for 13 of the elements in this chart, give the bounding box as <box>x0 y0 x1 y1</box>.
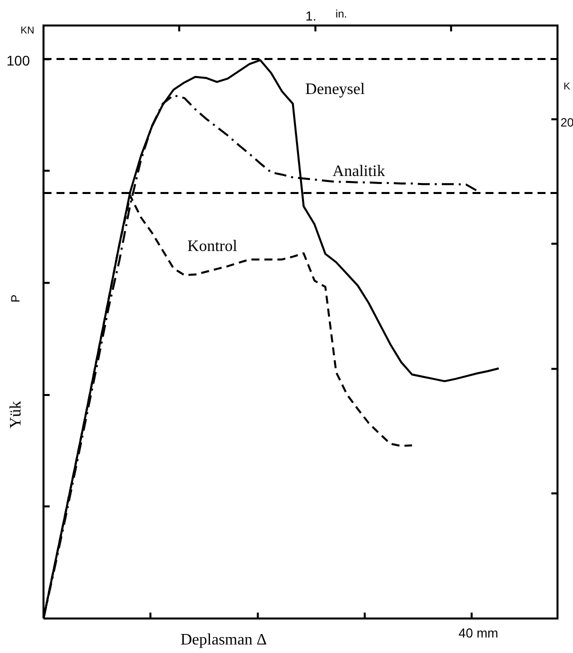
text: 1. <box>306 8 316 24</box>
x2-axis-title: in. <box>336 8 348 20</box>
text: 100 <box>6 52 30 68</box>
text: 40 mm <box>458 626 498 640</box>
y-axis-title: P <box>8 294 22 302</box>
x-axis-title: Deplasman Δ <box>180 632 267 648</box>
text: 20 <box>560 116 573 130</box>
text: KN <box>20 26 34 36</box>
series-label: Deneysel <box>305 81 366 98</box>
series-label: Analitik <box>332 162 385 180</box>
series-label: Kontrol <box>187 238 238 256</box>
text: Yük <box>8 400 24 428</box>
text: K <box>564 82 570 92</box>
